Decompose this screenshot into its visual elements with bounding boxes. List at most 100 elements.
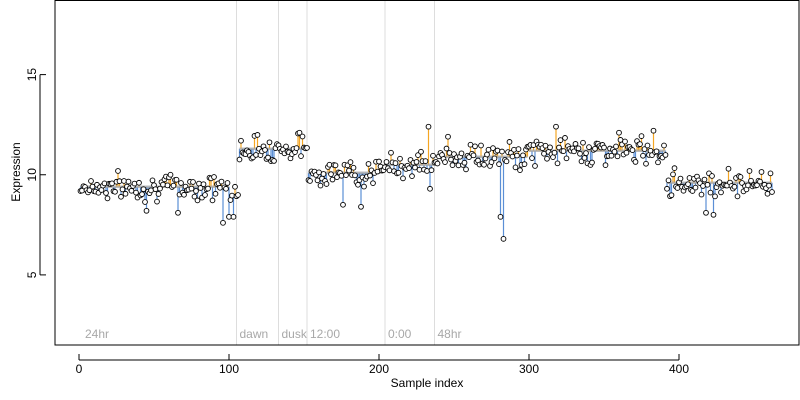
data-point-292 [515,146,522,152]
data-point-317 [553,123,559,130]
data-point-179 [346,167,352,174]
data-point-245 [445,133,451,140]
data-point-276 [491,155,498,162]
data-point-7 [88,178,94,184]
data-point-126 [266,139,273,146]
data-point-77 [193,188,199,194]
annotation-label-4: 0:00 [388,327,412,341]
data-point-233 [427,185,433,192]
data-point-118 [254,132,261,138]
data-point-125 [265,154,271,161]
data-point-215 [400,175,406,182]
data-point-301 [529,155,535,161]
data-point-395 [670,171,676,178]
data-point-75 [190,179,196,185]
data-point-234 [428,167,435,173]
data-point-373 [637,141,643,147]
data-point-42 [140,186,147,193]
data-point-50 [152,186,159,193]
data-point-418 [704,181,711,188]
data-point-167 [328,171,334,178]
data-point-47 [148,187,154,194]
data-point-37 [133,189,139,196]
data-point-389 [661,142,667,149]
data-point-410 [692,184,699,191]
data-point-160 [317,182,324,189]
data-point-460 [767,170,774,177]
data-point-64 [173,176,180,183]
data-point-246 [446,150,453,156]
data-point-354 [608,152,615,159]
y-tick-label-0: 5 [25,271,39,278]
data-point-195 [370,180,376,187]
data-point-421 [709,173,715,179]
data-point-445 [745,182,751,189]
data-point-78 [194,197,201,204]
data-point-453 [757,178,763,185]
x-tick-label-3: 300 [519,362,539,376]
data-point-129 [271,158,277,164]
data-point-28 [119,186,126,193]
data-point-356 [611,148,618,155]
data-point-192 [365,161,372,167]
data-point-390 [662,152,669,158]
data-point-44 [143,207,150,214]
data-point-447 [748,177,754,184]
data-point-243 [442,159,448,165]
data-point-392 [665,177,672,184]
data-point-377 [643,160,649,167]
data-point-396 [671,165,678,171]
data-point-332 [575,145,582,152]
data-point-97 [223,185,229,192]
data-point-187 [358,203,364,210]
data-point-175 [340,201,346,208]
x-tick-label-0: 0 [76,362,83,376]
data-point-88 [209,197,216,204]
data-point-144 [293,145,300,151]
data-point-288 [509,153,516,160]
annotation-label-5: 48hr [438,327,462,341]
data-point-374 [638,133,645,139]
data-point-60 [167,171,174,178]
data-point-394 [668,192,675,199]
annotation-label-3: 12:00 [310,327,340,341]
data-point-90 [212,190,219,197]
data-point-349 [601,144,607,151]
data-point-289 [511,146,517,153]
data-point-426 [716,179,723,186]
data-point-17 [103,190,109,196]
data-point-238 [434,160,441,167]
data-point-420 [707,189,714,196]
data-point-51 [154,198,160,205]
data-point-432 [725,165,732,172]
data-point-316 [551,149,558,156]
data-point-48 [149,177,156,184]
data-point-267 [478,142,484,149]
data-point-231 [424,168,430,174]
data-point-282 [500,235,507,242]
data-point-417 [703,209,709,216]
data-point-385 [655,159,661,166]
data-point-105 [235,192,241,198]
data-point-227 [418,148,424,155]
data-point-378 [644,142,651,149]
data-point-82 [200,181,207,188]
data-point-94 [218,178,225,185]
data-point-151 [304,145,310,151]
data-point-177 [343,172,349,179]
data-point-311 [544,155,550,162]
data-point-398 [674,185,681,191]
data-point-320 [557,137,564,143]
data-point-322 [560,148,567,154]
data-point-18 [104,195,111,202]
data-point-440 [737,174,744,180]
data-point-323 [562,135,568,141]
data-point-357 [613,143,619,150]
data-point-69 [181,191,187,198]
data-point-74 [188,185,195,192]
axes: 0 100 200 300 400 5 10 15 [25,68,689,376]
data-point-376 [641,146,648,152]
x-tick-label-2: 200 [369,362,389,376]
data-point-291 [514,152,520,159]
data-point-284 [503,158,510,165]
